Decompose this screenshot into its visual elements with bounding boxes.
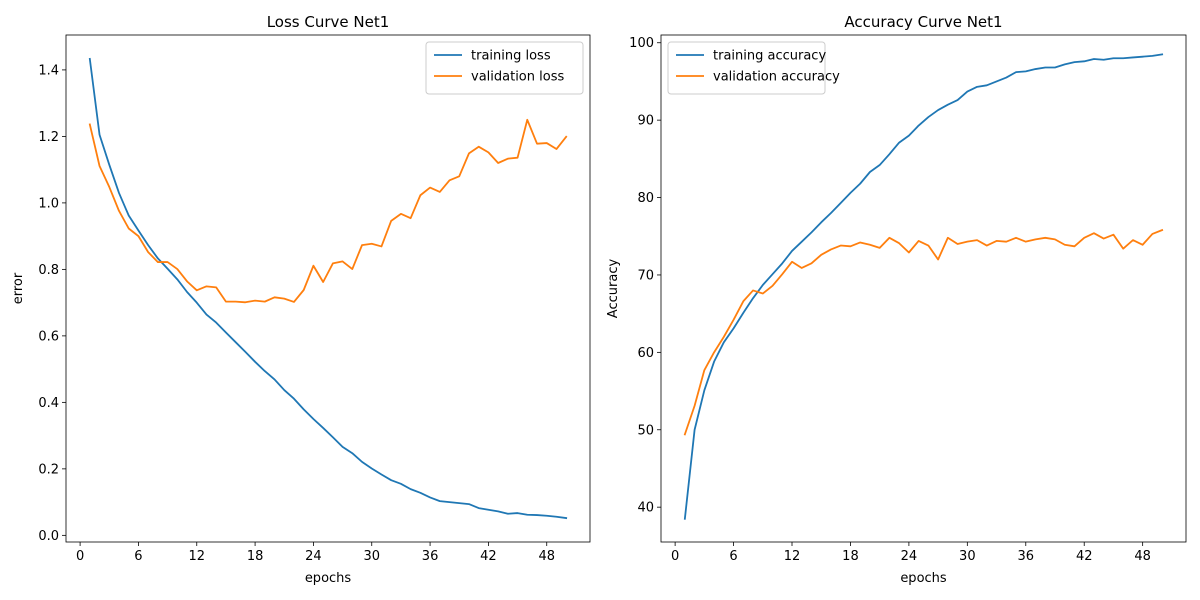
chart2-x-tick-label: 0 — [671, 549, 679, 564]
chart2-panel: Accuracy Curve Net1 0 6 12 18 24 30 36 42 48 40 50 6… — [606, 13, 1187, 586]
chart2-title: Accuracy Curve Net1 — [844, 13, 1002, 31]
chart1-x-tick-label: 36 — [422, 549, 439, 564]
chart1-y-tick-label: 0.2 — [38, 462, 59, 477]
chart1-panel: Loss Curve Net1 0 6 12 18 24 30 36 42 48 0.0 0.2 0.4… — [11, 13, 591, 586]
chart2-y-axis-label: Accuracy — [606, 259, 621, 319]
chart1-y-tick-label: 1.4 — [38, 63, 59, 78]
chart2-y-tick-label: 40 — [637, 501, 654, 516]
chart2-series-training-accuracy-line — [683, 53, 1164, 520]
chart2-y-tick-label: 90 — [637, 114, 654, 129]
chart2-legend-box — [667, 41, 826, 95]
chart2-x-tick-label: 30 — [959, 549, 976, 564]
chart2-series-validation-accuracy-line — [683, 228, 1164, 436]
chart2-x-tick-label: 36 — [1017, 549, 1034, 564]
chart1-x-tick-label: 30 — [363, 549, 380, 564]
chart1-x-tick-label: 42 — [480, 549, 497, 564]
chart1-series-training-loss-line — [88, 57, 568, 520]
chart1-x-axis-label: epochs — [305, 571, 352, 586]
chart2-x-tick-label: 42 — [1076, 549, 1093, 564]
chart2-legend: training accuracy validation accuracy — [667, 41, 840, 95]
chart1-title: Loss Curve Net1 — [267, 13, 390, 31]
chart1-x-tick-label: 24 — [305, 549, 322, 564]
chart1-y-tick-label: 0.0 — [38, 529, 59, 544]
chart1-x-tick-label: 48 — [538, 549, 555, 564]
chart2-y-tick-label: 50 — [637, 423, 654, 438]
chart2-x-tick-label: 24 — [901, 549, 918, 564]
chart2-plot-frame — [660, 34, 1187, 543]
chart1-y-tick-label: 0.6 — [38, 329, 59, 344]
chart2-x-tick-label: 6 — [729, 549, 737, 564]
chart1-series-validation-loss-line — [88, 118, 568, 304]
chart1-plot-frame — [65, 34, 591, 543]
chart2-y-tick-label: 80 — [637, 191, 654, 206]
chart1-x-tick-label: 18 — [247, 549, 264, 564]
chart1-y-tick-label: 1.2 — [38, 130, 59, 145]
chart1-x-tick-label: 12 — [188, 549, 205, 564]
chart2-x-axis-label: epochs — [900, 571, 947, 586]
chart1-y-tick-label: 0.4 — [38, 396, 59, 411]
chart1-x-tick-label: 0 — [76, 549, 84, 564]
chart1-legend: training loss validation loss — [425, 41, 584, 95]
chart1-legend-label: validation loss — [471, 70, 564, 85]
chart2-y-tick-label: 70 — [637, 268, 654, 283]
chart2-x-tick-label: 18 — [842, 549, 859, 564]
chart1-y-axis-label: error — [11, 272, 26, 304]
chart2-y-tick-label: 60 — [637, 346, 654, 361]
chart2-x-tick-label: 48 — [1134, 549, 1151, 564]
chart1-legend-box — [425, 41, 584, 95]
chart1-y-tick-label: 0.8 — [38, 263, 59, 278]
chart1-x-tick-label: 6 — [134, 549, 142, 564]
chart2-legend-label: training accuracy — [713, 49, 826, 64]
chart2-y-tick-label: 100 — [629, 36, 654, 51]
chart1-legend-label: training loss — [471, 49, 551, 64]
chart1-y-tick-label: 1.0 — [38, 196, 59, 211]
chart2-legend-label: validation accuracy — [713, 70, 840, 85]
chart2-x-tick-label: 12 — [784, 549, 801, 564]
